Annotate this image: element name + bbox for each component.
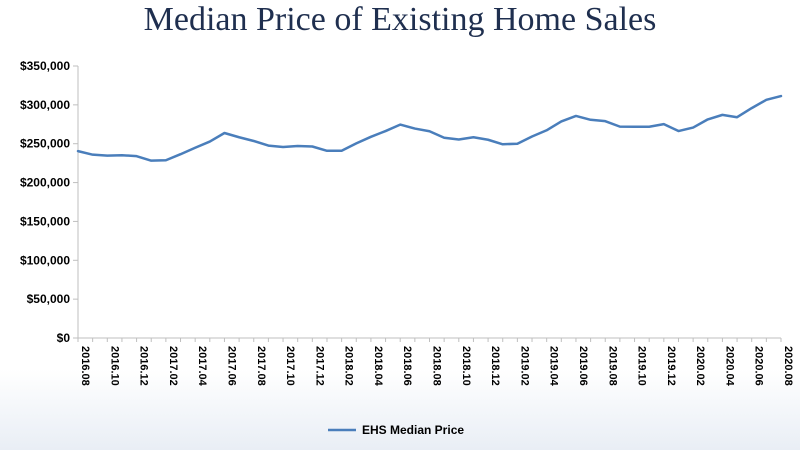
x-tick-label: 2019.08 [606, 346, 618, 386]
x-tick-label: 2020.02 [694, 346, 706, 386]
y-tick-label: $250,000 [20, 137, 70, 151]
x-tick-label: 2018.04 [372, 346, 384, 387]
x-tick-label: 2017.08 [255, 346, 267, 386]
x-axis: 2016.08 2016.10 2016.12 2017.02 2017.04 2017.… [77, 337, 794, 387]
x-tick-label: 2020.06 [753, 346, 765, 386]
x-tick-label: 2017.02 [167, 346, 179, 386]
series-layer [76, 94, 783, 162]
x-tick-label: 2017.04 [196, 346, 208, 387]
x-tick-label: 2018.08 [431, 346, 443, 386]
x-tick-label: 2019.04 [548, 346, 560, 387]
x-tick-label: 2019.06 [577, 346, 589, 386]
y-tick-label: $200,000 [20, 176, 70, 190]
legend-label: EHS Median Price [362, 423, 464, 437]
series-line [76, 94, 783, 162]
x-tick-label: 2019.12 [665, 346, 677, 386]
x-tick-label: 2020.04 [723, 346, 735, 387]
x-tick-label: 2018.02 [343, 346, 355, 386]
x-tick-label: 2018.12 [489, 346, 501, 386]
x-tick-label: 2018.06 [401, 346, 413, 386]
y-tick-label: $100,000 [20, 253, 70, 267]
chart-title: Median Price of Existing Home Sales [143, 1, 657, 38]
x-tick-label: 2017.10 [284, 346, 296, 386]
y-tick-label: $0 [57, 331, 71, 345]
y-tick-label: $150,000 [20, 214, 70, 228]
x-tick-label: 2017.06 [225, 346, 237, 386]
y-tick-label: $50,000 [27, 292, 71, 306]
x-tick-label: 2016.10 [108, 346, 120, 386]
x-tick-label: 2016.12 [138, 346, 150, 386]
x-tick-label: 2018.10 [460, 346, 472, 386]
x-tick-label: 2019.02 [518, 346, 530, 386]
x-tick-label: 2016.08 [79, 346, 91, 386]
y-axis: $0 $50,000 $100,000 $150,000 $200,000 $250,00… [20, 59, 79, 345]
x-tick-label: 2020.08 [782, 346, 794, 386]
y-tick-label: $350,000 [20, 59, 70, 73]
x-tick-label: 2017.12 [313, 346, 325, 386]
x-tick-label: 2019.10 [636, 346, 648, 386]
y-tick-label: $300,000 [20, 98, 70, 112]
legend: EHS Median Price [328, 423, 464, 437]
